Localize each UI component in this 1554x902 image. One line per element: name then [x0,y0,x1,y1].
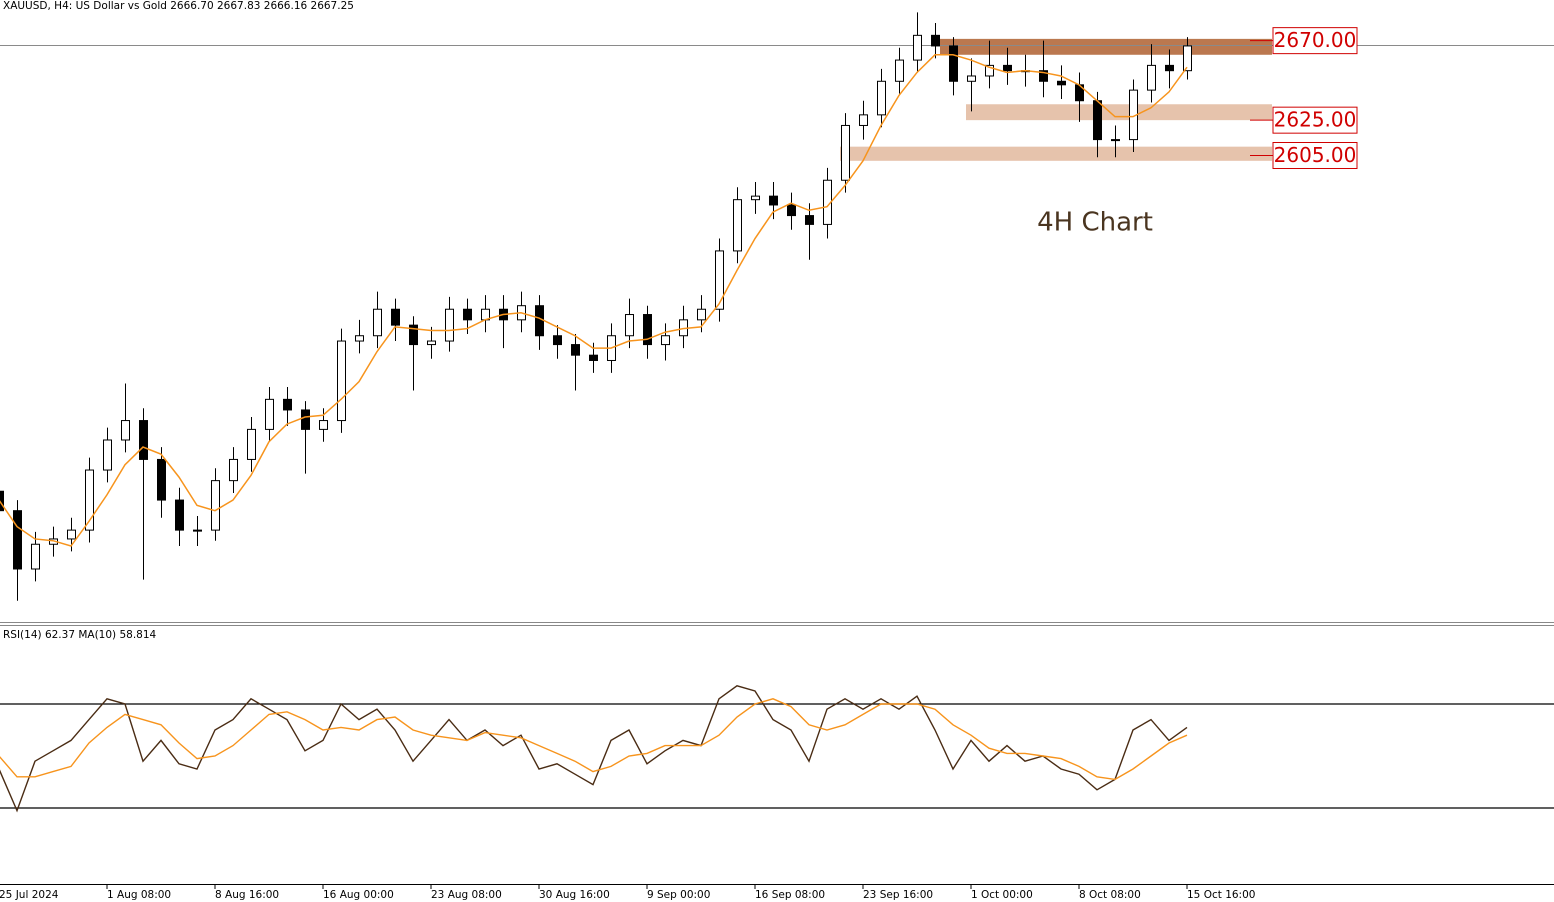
candle-body [1003,64,1012,72]
candle-body [895,59,904,82]
chart-title: XAUUSD, H4: US Dollar vs Gold 2666.70 26… [3,0,354,12]
candle-body [877,80,886,116]
candle-body [337,340,346,422]
candle-body [589,354,598,361]
candle-body [751,195,760,201]
level-zone [966,104,1272,121]
candle-body [913,34,922,61]
indicator-line [0,685,1188,813]
candle-body [697,308,706,321]
candle-body [67,529,76,540]
candle-body [1183,45,1192,72]
candle-body [931,34,940,47]
candle-body [13,510,22,570]
candle-body [265,398,274,430]
candle-body [625,314,634,337]
candle-body [985,64,994,77]
candle-body [157,458,166,501]
candle-body [643,314,652,346]
indicator-title: RSI(14) 62.37 MA(10) 58.814 [3,629,157,641]
x-tick-label: 8 Oct 08:00 [1079,889,1141,901]
candle-body [1111,139,1120,142]
candle-body [283,398,292,411]
level-label: 2670.00 [1274,28,1357,52]
candle-body [733,199,742,252]
candle-body [409,324,418,346]
candle-body [949,45,958,82]
x-tick-label: 1 Aug 08:00 [107,889,171,901]
candle-body [967,75,976,82]
level-label-box [1272,142,1358,169]
candle-body [535,305,544,337]
candle-body [193,529,202,532]
candle-body [553,335,562,346]
x-tick-label: 15 Oct 16:00 [1187,889,1255,901]
candle-body [103,439,112,471]
candle-body [841,124,850,181]
x-tick-label: 30 Aug 16:00 [539,889,610,901]
candle-body [373,308,382,337]
candle-body [301,409,310,430]
candle-body [1147,64,1156,91]
candle-body [85,469,94,531]
candle-body [769,195,778,206]
moving-average [0,54,1188,547]
candle-body [391,308,400,326]
candle-body [661,335,670,346]
x-tick-label: 16 Sep 08:00 [755,889,825,901]
x-tick-label: 1 Oct 00:00 [971,889,1033,901]
candle-body [247,428,256,460]
candle-body [463,308,472,321]
candle-body [715,250,724,310]
annotation: 4H Chart [1037,208,1153,238]
level-label: 2625.00 [1274,108,1357,132]
level-label-box [1272,27,1358,55]
candle-body [139,420,148,460]
candle-body [121,420,130,441]
candle-body [787,204,796,217]
candle-body [229,458,238,482]
candle-body [859,114,868,126]
candle-body [211,480,220,531]
x-tick-label: 23 Aug 08:00 [431,889,502,901]
x-tick-label: 8 Aug 16:00 [215,889,279,901]
candle-body [1039,70,1048,82]
candle-body [0,490,4,512]
level-label: 2605.00 [1274,143,1357,167]
x-tick-label: 16 Aug 00:00 [323,889,394,901]
level-zone [840,146,1272,161]
candle-body [355,335,364,342]
level-label-box [1272,106,1358,134]
candle-body [319,420,328,430]
candle-body [31,543,40,570]
candle-body [1093,100,1102,141]
candle-body [175,499,184,531]
indicator-line [0,698,1188,781]
candle-body [1165,64,1174,72]
x-tick-label: 9 Sep 00:00 [647,889,710,901]
x-tick-label: 25 Jul 2024 [0,889,59,901]
x-tick-label: 23 Sep 16:00 [863,889,933,901]
candle-body [805,215,814,225]
candle-body [571,344,580,356]
candle-body [445,308,454,342]
candle-body [427,340,436,346]
candle-body [1057,80,1066,86]
